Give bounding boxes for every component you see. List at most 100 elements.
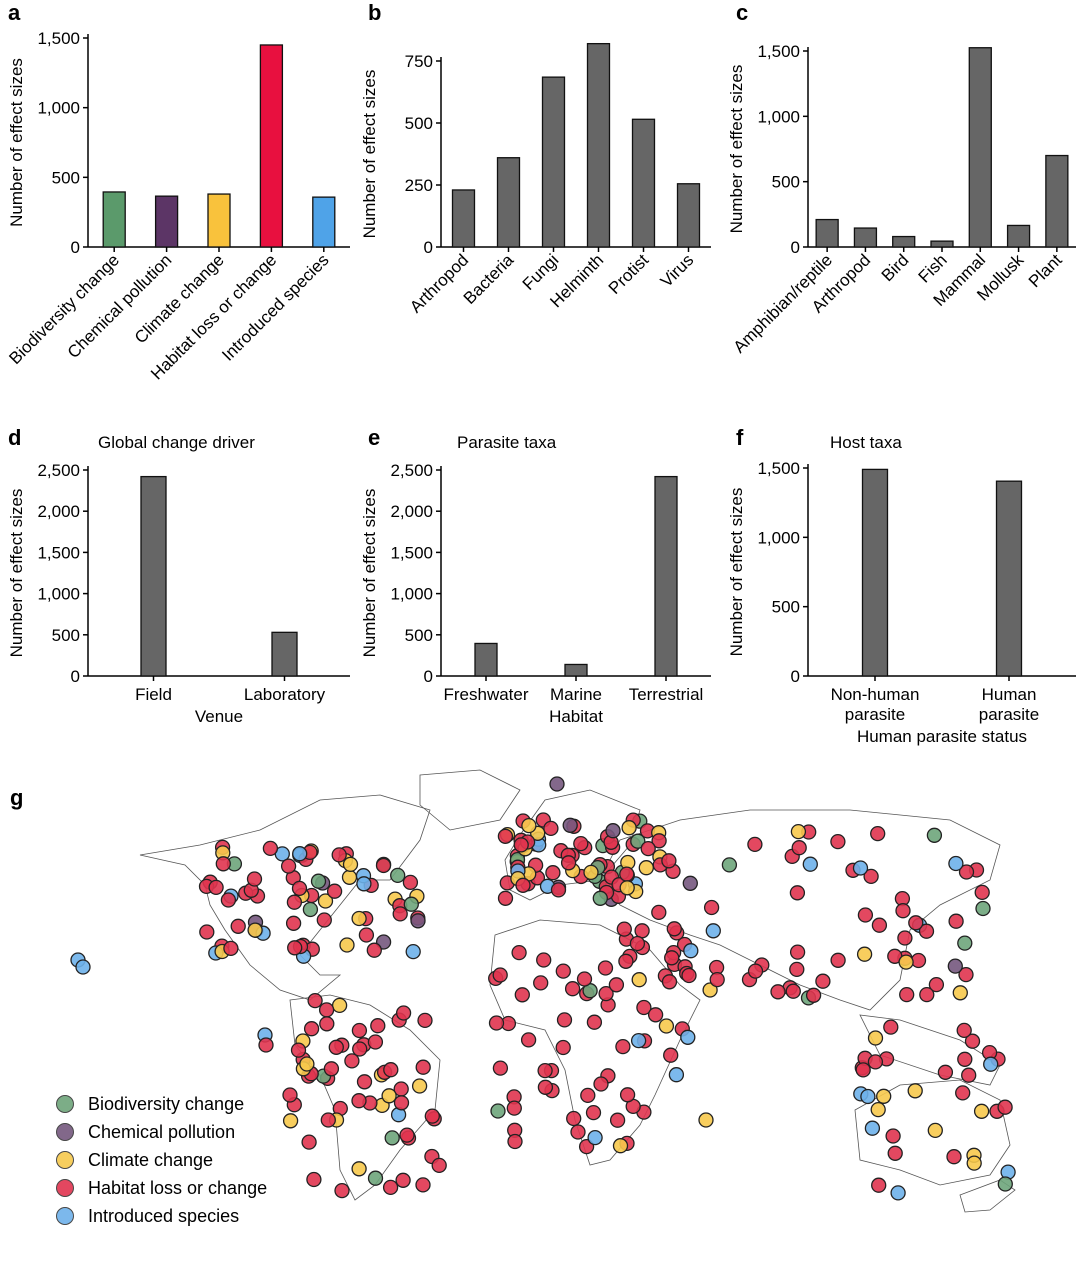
y-axis-label: Number of effect sizes: [7, 489, 26, 658]
y-tick-label: 1,500: [37, 29, 80, 48]
y-tick-label: 1,500: [390, 543, 433, 562]
map-point: [964, 1033, 981, 1049]
map-point: [424, 1108, 440, 1124]
map-point: [983, 1056, 999, 1072]
y-tick-label: 500: [52, 168, 80, 187]
map-point: [550, 882, 567, 898]
map-point: [488, 1015, 505, 1031]
map-point: [367, 1170, 384, 1186]
map-point: [490, 1103, 506, 1119]
legend-item-climate: Climate change: [56, 1146, 267, 1174]
legend-item-biodiversity: Biodiversity change: [56, 1090, 267, 1118]
map-point: [285, 915, 302, 931]
map-point: [634, 923, 650, 939]
x-tick-label: Virus: [657, 250, 698, 291]
map-point: [292, 846, 308, 862]
map-point: [395, 1005, 412, 1021]
map-point: [598, 985, 614, 1002]
map-point: [636, 999, 652, 1016]
map-point: [876, 1088, 892, 1104]
panel-letter: d: [8, 425, 21, 450]
map-point: [910, 952, 927, 969]
map-point: [549, 776, 565, 792]
map-point: [302, 901, 319, 918]
map-point: [587, 1129, 603, 1146]
map-point: [411, 1078, 428, 1094]
x-tick-label: Bird: [878, 250, 913, 285]
map-point: [513, 837, 529, 853]
map-point: [605, 823, 621, 839]
map-point: [366, 942, 382, 958]
chart-panel-d: d Global change driver 0 500 1,000 1,500 2,000…: [7, 425, 350, 726]
map-point: [328, 1039, 344, 1055]
map-point: [867, 1030, 884, 1046]
bar: [676, 183, 701, 248]
bar: [140, 475, 167, 677]
bar: [1006, 224, 1031, 248]
map-point: [947, 958, 963, 974]
y-tick-label: 1,000: [390, 585, 433, 604]
map-point: [961, 1067, 977, 1083]
map-point: [318, 1002, 335, 1018]
map-point: [683, 943, 699, 959]
map-point: [537, 1062, 553, 1079]
map-point: [974, 884, 990, 901]
y-tick-label: 250: [405, 176, 433, 195]
map-point: [926, 827, 943, 843]
y-tick-label: 0: [791, 238, 800, 257]
y-tick-label: 1,500: [757, 42, 800, 61]
map-point: [856, 946, 873, 962]
map-point: [651, 833, 667, 849]
map-point: [399, 1127, 415, 1143]
map-point: [511, 944, 527, 961]
legend-dot-biodiversity: [56, 1095, 74, 1113]
map-point: [702, 982, 718, 998]
y-tick-label: 500: [52, 626, 80, 645]
map-point: [805, 987, 822, 1003]
map-point: [536, 952, 552, 968]
world-map: g: [10, 769, 1016, 1213]
map-point: [382, 1179, 399, 1196]
map-point: [621, 820, 637, 836]
map-point: [615, 1038, 631, 1055]
map-point: [948, 855, 964, 872]
y-axis-label: Number of effect sizes: [360, 70, 379, 239]
map-point: [864, 1120, 881, 1136]
y-tick-label: 0: [71, 238, 80, 257]
bar: [654, 475, 678, 677]
map-point: [907, 1083, 923, 1099]
map-point: [870, 825, 886, 842]
map-point: [507, 1133, 523, 1150]
map-point: [815, 973, 831, 989]
x-tick-label: Arthropod: [406, 250, 472, 316]
map-point: [789, 944, 806, 960]
y-tick-label: 1,500: [757, 459, 800, 478]
map-point: [789, 961, 805, 978]
bar: [815, 218, 839, 248]
y-axis-label: Number of effect sizes: [727, 65, 746, 234]
y-tick-label: 0: [71, 667, 80, 686]
y-tick-label: 1,000: [37, 99, 80, 118]
bar: [995, 480, 1023, 677]
map-point: [664, 950, 680, 966]
map-point: [246, 871, 263, 887]
map-point: [946, 1149, 962, 1165]
map-point: [908, 915, 924, 931]
map-point: [287, 940, 303, 956]
map-point: [282, 1087, 298, 1103]
map-point: [883, 1019, 899, 1035]
map-point: [497, 828, 514, 844]
map-point: [326, 883, 343, 899]
map-point: [955, 1085, 971, 1101]
x-axis-label: Venue: [195, 707, 243, 726]
map-point: [316, 912, 332, 928]
x-tick-label: Plant: [1025, 250, 1066, 291]
map-point: [562, 817, 578, 833]
map-point: [555, 1039, 571, 1056]
map-point: [631, 972, 647, 988]
panel-letter: c: [736, 0, 748, 25]
map-point: [871, 917, 888, 933]
x-tick-label: Marine: [550, 685, 602, 704]
map-point: [415, 1177, 431, 1193]
x-tick-label: parasite: [979, 705, 1039, 724]
